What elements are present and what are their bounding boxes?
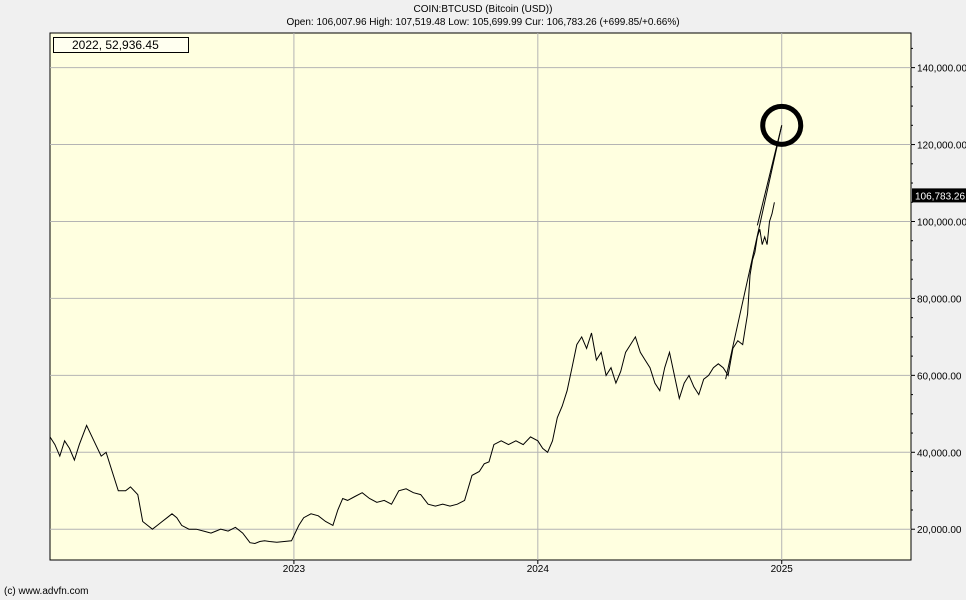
x-tick-label: 2025	[771, 564, 794, 575]
plot-area[interactable]	[49, 32, 912, 561]
y-tick-label: 40,000.00	[917, 448, 962, 459]
x-tick-label: 2024	[527, 564, 550, 575]
x-axis: 2023 2024 2025	[283, 560, 794, 575]
drawings[interactable]	[725, 103, 804, 380]
y-tick-label: 100,000.00	[917, 217, 966, 228]
y-tick-label: 140,000.00	[917, 64, 966, 75]
cursor-readout: 2022, 52,936.45	[53, 37, 189, 53]
y-tick-label: 20,000.00	[917, 525, 962, 536]
price-line	[49, 202, 775, 545]
chart-title: COIN:BTCUSD (Bitcoin (USD))	[413, 4, 553, 15]
circle-annotation[interactable]	[760, 103, 804, 147]
current-price-label: 106,783.26	[915, 191, 965, 202]
current-price-marker: 106,783.26	[912, 188, 966, 203]
chart-header: COIN:BTCUSD (Bitcoin (USD)) Open: 106,00…	[0, 3, 966, 29]
y-tick-label: 80,000.00	[917, 294, 962, 305]
y-tick-label: 60,000.00	[917, 371, 962, 382]
chart-stats: Open: 106,007.96 High: 107,519.48 Low: 1…	[286, 17, 680, 28]
x-tick-label: 2023	[283, 564, 306, 575]
copyright[interactable]: (c) www.advfn.com	[4, 586, 89, 597]
trend-line[interactable]	[725, 125, 783, 380]
y-axis: 20,000.00 40,000.00 60,000.00 80,000.00 100,…	[911, 47, 966, 536]
current-price-box	[912, 188, 966, 203]
y-tick-label: 120,000.00	[917, 141, 966, 152]
